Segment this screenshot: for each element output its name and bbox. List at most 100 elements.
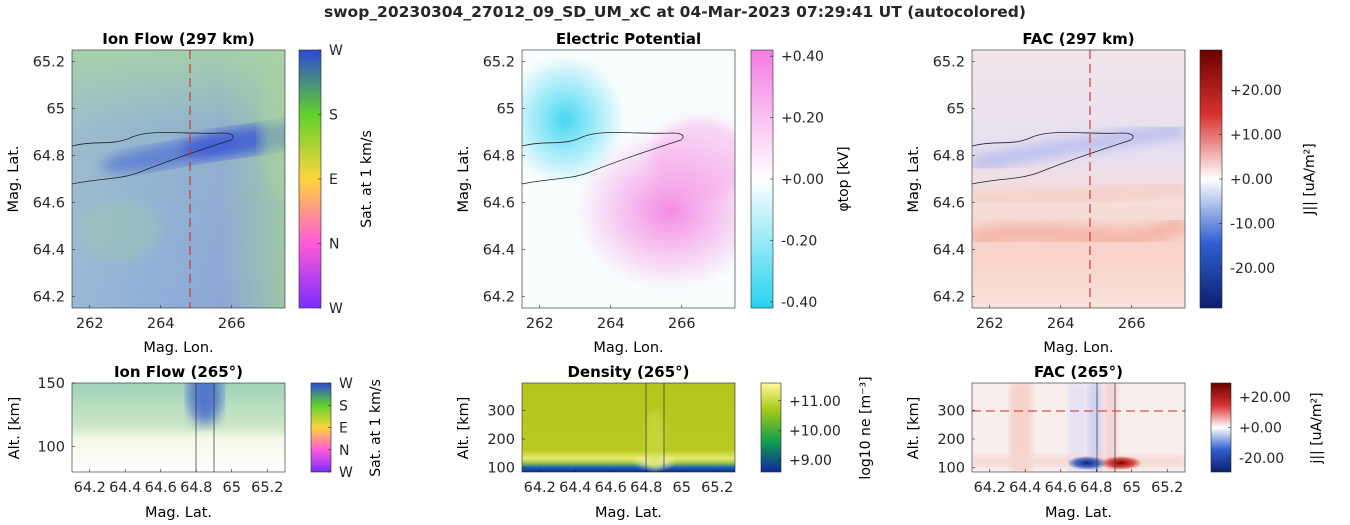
x-tick-label: 266 [668,316,696,332]
axes-frame [971,382,1186,473]
axes-frame [521,49,736,309]
colorbar-tick-label: -0.40 [781,295,817,311]
y-tick-label: 65.2 [933,55,965,71]
x-axis-label: Mag. Lon. [143,340,213,356]
x-tick-label: 64.6 [595,480,627,496]
x-tick-label: 65 [1123,480,1141,496]
x-tick-labels: 262 264 266 [526,305,696,332]
contour-outline [972,132,1134,185]
colorbar-tick-label: +9.00 [789,453,832,469]
panel-electric-potential: Electric Potential 262 264 266 64.264.464.… [456,30,852,356]
y-tick-label: 200 [937,432,965,448]
axes-frame [971,49,1186,309]
y-tick-label: 64.8 [933,149,965,165]
panel-density-altitude: Density (265°) 64.2 64.4 64.6 64.8 65 65.2 10… [456,363,874,521]
panel-ion-flow-altitude: Ion Flow (265°) 64.2 64.4 64.6 64.8 65 65.2 1… [7,363,384,521]
colorbar-tick-label: -20.00 [1239,451,1284,467]
y-tick-label: 64.2 [933,289,965,305]
y-tick-label: 64.8 [33,149,65,165]
colorbar [751,50,773,308]
colorbar [1211,383,1231,472]
y-tick-labels: 100 200 300 [937,403,975,477]
colorbar-tick-label: -20.00 [1230,261,1275,277]
colorbar-tick-label: N [339,443,349,459]
x-axis-label: Mag. Lon. [1043,340,1113,356]
colorbar-tick-label: N [329,237,339,253]
colorbar-tick-label: +20.00 [1239,390,1291,406]
colorbar-tick-label: W [339,376,353,392]
colorbar-tick-label: +0.20 [781,111,824,127]
colorbar-tick-label: W [329,301,343,317]
y-tick-label: 65 [947,102,965,118]
x-tick-label: 264 [147,316,175,332]
axes-frame [521,382,736,473]
x-tick-labels: 262 264 266 [976,305,1146,332]
x-tick-label: 65.2 [251,480,283,496]
y-tick-label: 150 [37,376,65,392]
colorbar-tick-label: +11.00 [789,394,841,410]
fac-alt-heatmap [972,383,1185,472]
axes-frame [71,49,286,309]
y-tick-label: 65 [497,102,515,118]
x-tick-label: 64.8 [1080,480,1112,496]
y-tick-label: 64.6 [483,195,515,211]
figure-title: swop_20230304_27012_09_SD_UM_xC at 04-Ma… [324,3,1026,21]
y-tick-label: 64.6 [933,195,965,211]
ion-flow-alt-heatmap [72,383,285,472]
y-tick-label: 200 [487,432,515,448]
x-tick-label: 64.2 [74,480,106,496]
y-tick-label: 64.8 [483,149,515,165]
colorbar-label: φtop [kV] [836,146,852,211]
x-axis-label: Mag. Lat. [145,505,212,521]
x-tick-label: 64.6 [145,480,177,496]
panel-title: FAC (297 km) [1022,30,1134,48]
panel-title: Ion Flow (297 km) [102,30,254,48]
y-tick-label: 64.4 [33,242,65,258]
contour-outline [522,132,684,185]
y-tick-labels: 64.2 64.4 64.6 64.8 65 65.2 [483,55,525,305]
y-tick-label: 100 [487,461,515,477]
colorbar-tick-labels: -20.00 -10.00 +0.00 +10.00 +20.00 [1219,83,1282,277]
y-axis-label: Mag. Lat. [456,145,472,212]
colorbar-tick-label: +10.00 [789,423,841,439]
x-tick-label: 64.8 [630,480,662,496]
x-tick-label: 266 [218,316,246,332]
y-tick-labels: 64.2 64.4 64.6 64.8 65 65.2 [33,55,75,305]
colorbar-tick-label: -0.20 [781,233,817,249]
y-tick-label: 300 [937,403,965,419]
y-tick-label: 65 [47,102,65,118]
colorbar-tick-label: -10.00 [1230,216,1275,232]
y-axis-label: Alt. [km] [7,397,23,460]
y-tick-labels: 100 200 300 [487,403,525,477]
panel-title: Density (265°) [567,363,689,381]
x-tick-labels: 262 264 266 [76,305,246,332]
x-tick-label: 65.2 [701,480,733,496]
x-tick-labels: 64.2 64.4 64.6 64.8 65 65.2 [74,469,283,496]
colorbar-tick-label: +0.00 [781,172,824,188]
x-tick-label: 64.4 [1009,480,1041,496]
x-axis-label: Mag. Lat. [1045,505,1112,521]
y-tick-label: 64.6 [33,195,65,211]
colorbar-tick-label: S [329,108,338,124]
panel-fac-altitude: FAC (265°) 64.2 64.4 64.6 64.8 65 65.2 100 200… [906,363,1325,521]
x-tick-label: 264 [597,316,625,332]
panel-fac-top: FAC (297 km) 262 264 266 64.264.464.664.86… [906,30,1318,356]
colorbar-tick-label: S [339,398,348,414]
density-heatmap [522,383,735,472]
contour-outline [72,132,234,185]
colorbar-label: J|| [uA/m²] [1302,143,1318,215]
y-tick-labels: 100 150 [37,376,75,456]
x-axis-label: Mag. Lon. [593,340,663,356]
colorbar-tick-label: +10.00 [1230,128,1282,144]
x-tick-label: 65 [673,480,691,496]
colorbar [311,383,331,472]
y-axis-label: Alt. [km] [456,397,472,460]
y-axis-label: Alt. [km] [906,397,922,460]
colorbar-label: Sat. at 1 km/s [368,379,384,477]
x-tick-label: 264 [1047,316,1075,332]
x-tick-label: 64.2 [524,480,556,496]
panel-title: Electric Potential [556,30,701,48]
x-tick-label: 262 [526,316,554,332]
